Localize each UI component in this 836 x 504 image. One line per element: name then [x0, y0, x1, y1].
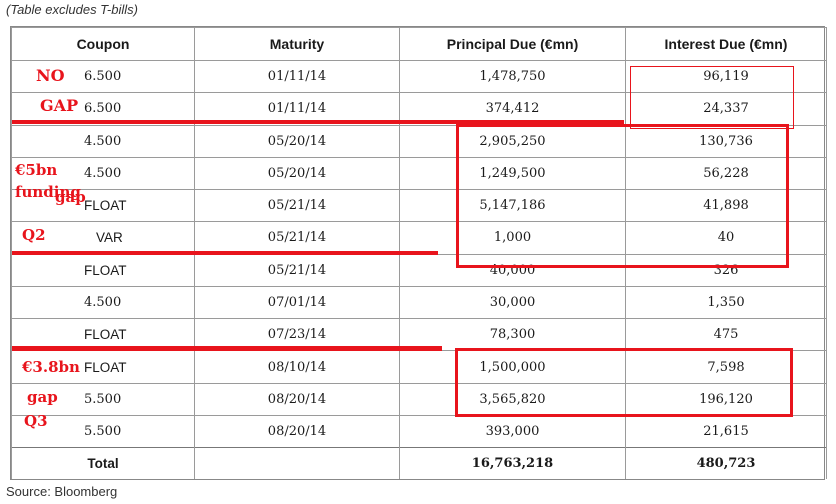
cell-coupon: 4.500 — [11, 156, 195, 191]
header-principal-due: Principal Due (€mn) — [399, 27, 626, 61]
total-row: Total 16,763,218 480,723 — [11, 447, 827, 479]
total-interest: 480,723 — [625, 447, 827, 479]
cell-maturity: 08/20/14 — [194, 414, 400, 449]
cell-principal: 5,147,186 — [399, 189, 626, 223]
table-row: 4.500 05/20/14 2,905,250 130,736 — [11, 124, 827, 158]
cell-coupon: 6.500 — [11, 92, 195, 126]
cell-principal: 1,249,500 — [399, 156, 626, 191]
header-coupon: Coupon — [11, 27, 195, 61]
cell-coupon: 6.500 — [11, 59, 195, 94]
cell-maturity: 08/10/14 — [194, 350, 400, 384]
table-row: 5.500 08/20/14 393,000 21,615 — [11, 414, 827, 449]
table-header-row: Coupon Maturity Principal Due (€mn) Inte… — [11, 27, 827, 61]
total-maturity — [194, 447, 400, 479]
cell-interest: 475 — [625, 318, 827, 352]
cell-principal: 1,000 — [399, 221, 626, 255]
cell-coupon: 5.500 — [11, 382, 195, 416]
cell-principal: 40,000 — [399, 253, 626, 287]
cell-principal: 1,500,000 — [399, 350, 626, 384]
cell-interest: 41,898 — [625, 189, 827, 223]
cell-principal: 374,412 — [399, 92, 626, 126]
cell-maturity: 05/20/14 — [194, 156, 400, 191]
cell-coupon: 4.500 — [11, 285, 195, 320]
header-interest-due: Interest Due (€mn) — [625, 27, 827, 61]
table-row: 4.500 05/20/14 1,249,500 56,228 — [11, 156, 827, 191]
table-row: VAR 05/21/14 1,000 40 — [11, 221, 827, 255]
cell-interest: 7,598 — [625, 350, 827, 384]
cell-coupon: FLOAT — [11, 189, 195, 223]
cell-interest: 56,228 — [625, 156, 827, 191]
cell-coupon: 5.500 — [11, 414, 195, 449]
cell-coupon: FLOAT — [11, 318, 195, 352]
cell-maturity: 07/23/14 — [194, 318, 400, 352]
table-row: FLOAT 05/21/14 40,000 326 — [11, 253, 827, 287]
table-row: FLOAT 08/10/14 1,500,000 7,598 — [11, 350, 827, 384]
source-note: Source: Bloomberg — [6, 484, 118, 499]
cell-interest: 130,736 — [625, 124, 827, 158]
cell-principal: 2,905,250 — [399, 124, 626, 158]
debt-maturity-table: Coupon Maturity Principal Due (€mn) Inte… — [10, 26, 827, 480]
cell-interest: 196,120 — [625, 382, 827, 416]
cell-coupon: FLOAT — [11, 253, 195, 287]
table-row: 6.500 01/11/14 1,478,750 96,119 — [11, 59, 827, 94]
table-row: 4.500 07/01/14 30,000 1,350 — [11, 285, 827, 320]
cell-interest: 1,350 — [625, 285, 827, 320]
cell-principal: 78,300 — [399, 318, 626, 352]
cell-interest: 326 — [625, 253, 827, 287]
cell-principal: 30,000 — [399, 285, 626, 320]
cell-principal: 393,000 — [399, 414, 626, 449]
cell-maturity: 01/11/14 — [194, 92, 400, 126]
cell-interest: 24,337 — [625, 92, 827, 126]
cell-interest: 96,119 — [625, 59, 827, 94]
total-principal: 16,763,218 — [399, 447, 626, 479]
total-label: Total — [11, 447, 195, 479]
cell-maturity: 05/21/14 — [194, 189, 400, 223]
table-caption: (Table excludes T-bills) — [6, 2, 138, 17]
table-row: 5.500 08/20/14 3,565,820 196,120 — [11, 382, 827, 416]
table-row: FLOAT 05/21/14 5,147,186 41,898 — [11, 189, 827, 223]
cell-principal: 3,565,820 — [399, 382, 626, 416]
cell-maturity: 08/20/14 — [194, 382, 400, 416]
header-maturity: Maturity — [194, 27, 400, 61]
table-row: FLOAT 07/23/14 78,300 475 — [11, 318, 827, 352]
table-row: 6.500 01/11/14 374,412 24,337 — [11, 92, 827, 126]
cell-maturity: 07/01/14 — [194, 285, 400, 320]
cell-interest: 40 — [625, 221, 827, 255]
cell-maturity: 05/20/14 — [194, 124, 400, 158]
cell-coupon: FLOAT — [11, 350, 195, 384]
cell-coupon: VAR — [11, 221, 195, 255]
cell-interest: 21,615 — [625, 414, 827, 449]
cell-coupon: 4.500 — [11, 124, 195, 158]
cell-maturity: 05/21/14 — [194, 253, 400, 287]
cell-principal: 1,478,750 — [399, 59, 626, 94]
cell-maturity: 05/21/14 — [194, 221, 400, 255]
cell-maturity: 01/11/14 — [194, 59, 400, 94]
